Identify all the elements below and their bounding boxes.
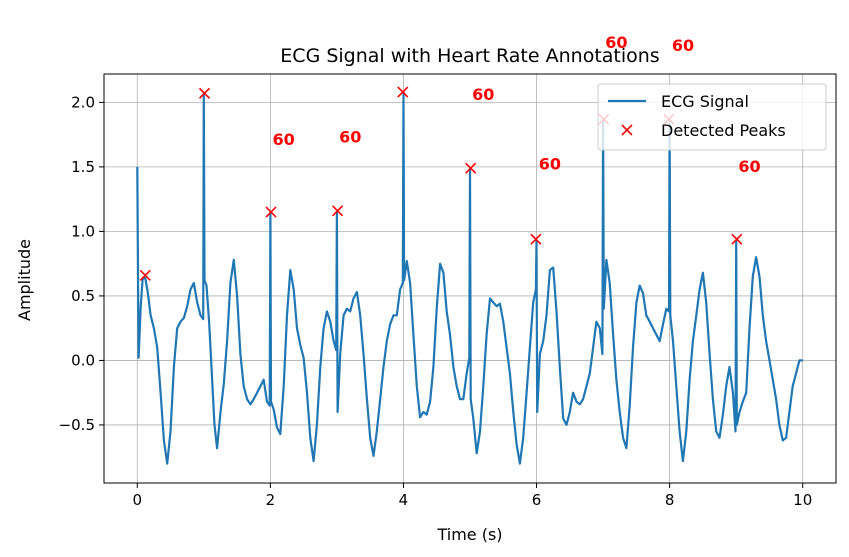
peak-marker-stroke [332, 205, 344, 217]
heart-rate-label: 60 [273, 130, 295, 149]
x-tick-label: 10 [793, 491, 812, 509]
heart-rate-label: 60 [605, 33, 627, 52]
ticks: 0 2 4 6 8 10 −0.5 0.0 0.5 1.0 1.5 2.0 [59, 93, 813, 509]
detected-peak-marker [265, 206, 277, 218]
peak-marker-stroke [465, 162, 477, 174]
heart-rate-label: 60 [539, 154, 561, 173]
x-tick-label: 8 [665, 491, 675, 509]
x-tick-label: 2 [266, 491, 276, 509]
legend-box [597, 83, 827, 151]
y-tick-label: 1.0 [71, 222, 95, 240]
detected-peak-marker [530, 233, 542, 245]
heart-rate-label: 60 [472, 85, 494, 104]
heart-rate-label: 60 [406, 0, 428, 1]
x-axis-label: Time (s) [436, 525, 502, 544]
detected-peak-marker [332, 205, 344, 217]
y-tick-label: 1.5 [71, 158, 95, 176]
peak-marker-stroke [198, 87, 211, 99]
detected-peak-marker [198, 87, 211, 99]
ecg-signal-line [136, 90, 803, 465]
chart-title: ECG Signal with Heart Rate Annotations [280, 45, 659, 67]
detected-peak-marker [465, 162, 477, 174]
legend-peaks-marker [621, 124, 633, 136]
axes-frame [103, 73, 837, 484]
y-tick-label: 0.5 [71, 287, 95, 305]
heart-rate-label: 60 [339, 127, 361, 146]
peak-marker-stroke [731, 233, 743, 245]
legend-peak-stroke [621, 124, 633, 136]
detected-peak-marker [397, 86, 409, 98]
detected-peak-marker [731, 233, 743, 245]
peak-marker-stroke [397, 86, 409, 98]
x-tick-label: 0 [132, 491, 142, 509]
legend-ecg-label: ECG Signal [661, 92, 749, 111]
heart-rate-annotations: 69 60 60 60 60 60 60 60 60 [206, 0, 761, 176]
y-tick-label: 2.0 [71, 93, 95, 111]
detected-peak-marker [139, 269, 151, 281]
peak-marker-stroke [139, 269, 151, 281]
x-tick-label: 4 [399, 491, 409, 509]
peak-marker-stroke [265, 206, 277, 218]
heart-rate-label: 60 [738, 157, 760, 176]
y-tick-label: −0.5 [59, 416, 95, 434]
y-tick-label: 0.0 [71, 351, 95, 369]
heart-rate-label: 69 [206, 0, 228, 1]
peak-marker-stroke [530, 233, 542, 245]
legend: ECG Signal Detected Peaks [597, 83, 827, 151]
legend-peaks-label: Detected Peaks [661, 121, 786, 140]
x-tick-label: 6 [532, 491, 542, 509]
y-axis-label: Amplitude [15, 239, 34, 321]
heart-rate-label: 60 [672, 36, 694, 55]
